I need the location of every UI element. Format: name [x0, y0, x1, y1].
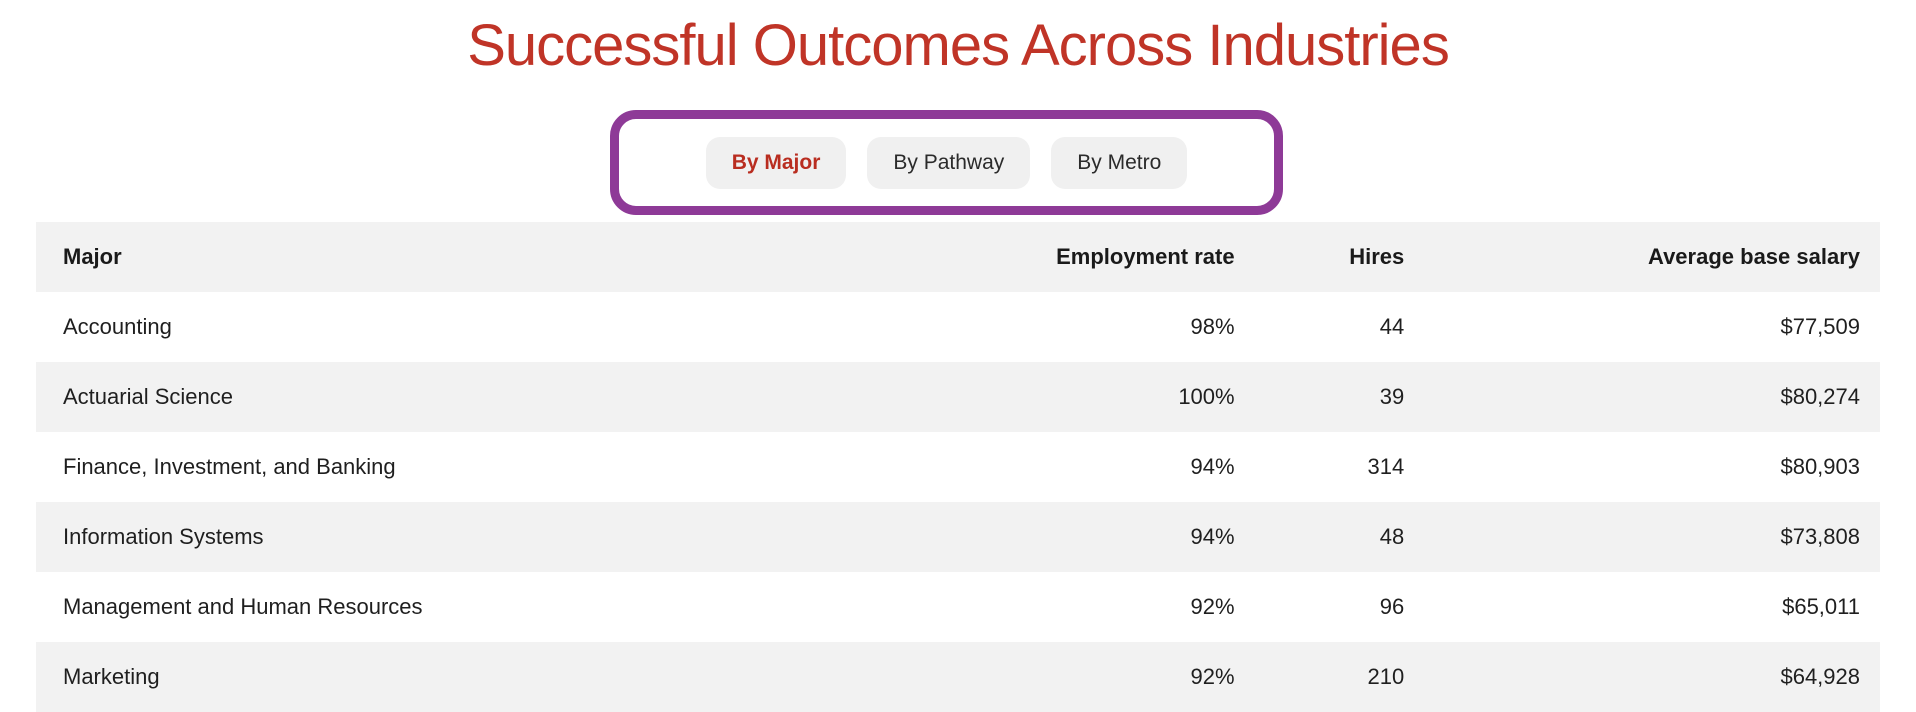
- cell-average-base-salary: $77,509: [1780, 314, 1860, 339]
- table-row: Management and Human Resources 92% 96 $6…: [36, 572, 1880, 642]
- column-header-major: Major: [63, 244, 122, 269]
- cell-major: Finance, Investment, and Banking: [63, 454, 396, 479]
- tab-by-major[interactable]: By Major: [705, 136, 847, 189]
- cell-average-base-salary: $64,928: [1780, 664, 1860, 689]
- cell-hires: 39: [1379, 384, 1405, 409]
- table-header-row: Major Employment rate Hires Average base…: [36, 222, 1880, 292]
- column-header-employment-rate: Employment rate: [1056, 244, 1235, 269]
- tab-by-metro[interactable]: By Metro: [1051, 136, 1188, 189]
- table-row: Finance, Investment, and Banking 94% 314…: [36, 432, 1880, 502]
- table-row: Accounting 98% 44 $77,509: [36, 292, 1880, 362]
- cell-major: Actuarial Science: [63, 384, 233, 409]
- cell-major: Marketing: [63, 664, 160, 689]
- tab-by-pathway[interactable]: By Pathway: [867, 136, 1031, 189]
- cell-average-base-salary: $73,808: [1780, 524, 1860, 549]
- table-row: Information Systems 94% 48 $73,808: [36, 502, 1880, 572]
- cell-major: Information Systems: [63, 524, 264, 549]
- cell-employment-rate: 92%: [1190, 664, 1235, 689]
- column-header-hires: Hires: [1349, 244, 1405, 269]
- cell-employment-rate: 100%: [1178, 384, 1235, 409]
- cell-employment-rate: 92%: [1190, 594, 1235, 619]
- cell-employment-rate: 98%: [1190, 314, 1235, 339]
- cell-hires: 96: [1379, 594, 1405, 619]
- cell-hires: 314: [1367, 454, 1405, 479]
- cell-average-base-salary: $80,274: [1780, 384, 1860, 409]
- cell-major: Accounting: [63, 314, 172, 339]
- column-header-average-base-salary: Average base salary: [1648, 244, 1860, 269]
- table-row: Marketing 92% 210 $64,928: [36, 642, 1880, 712]
- outcomes-table: Major Employment rate Hires Average base…: [36, 222, 1880, 712]
- annotation-highlight-box: By Major By Pathway By Metro: [610, 110, 1283, 215]
- cell-hires: 44: [1379, 314, 1405, 339]
- table-row: Actuarial Science 100% 39 $80,274: [36, 362, 1880, 432]
- cell-employment-rate: 94%: [1190, 524, 1235, 549]
- cell-average-base-salary: $65,011: [1782, 594, 1860, 619]
- cell-employment-rate: 94%: [1190, 454, 1235, 479]
- cell-hires: 210: [1367, 664, 1405, 689]
- page-title: Successful Outcomes Across Industries: [467, 13, 1450, 78]
- cell-hires: 48: [1379, 524, 1405, 549]
- cell-major: Management and Human Resources: [63, 594, 423, 619]
- view-tabs: By Major By Pathway By Metro: [705, 136, 1188, 189]
- cell-average-base-salary: $80,903: [1780, 454, 1860, 479]
